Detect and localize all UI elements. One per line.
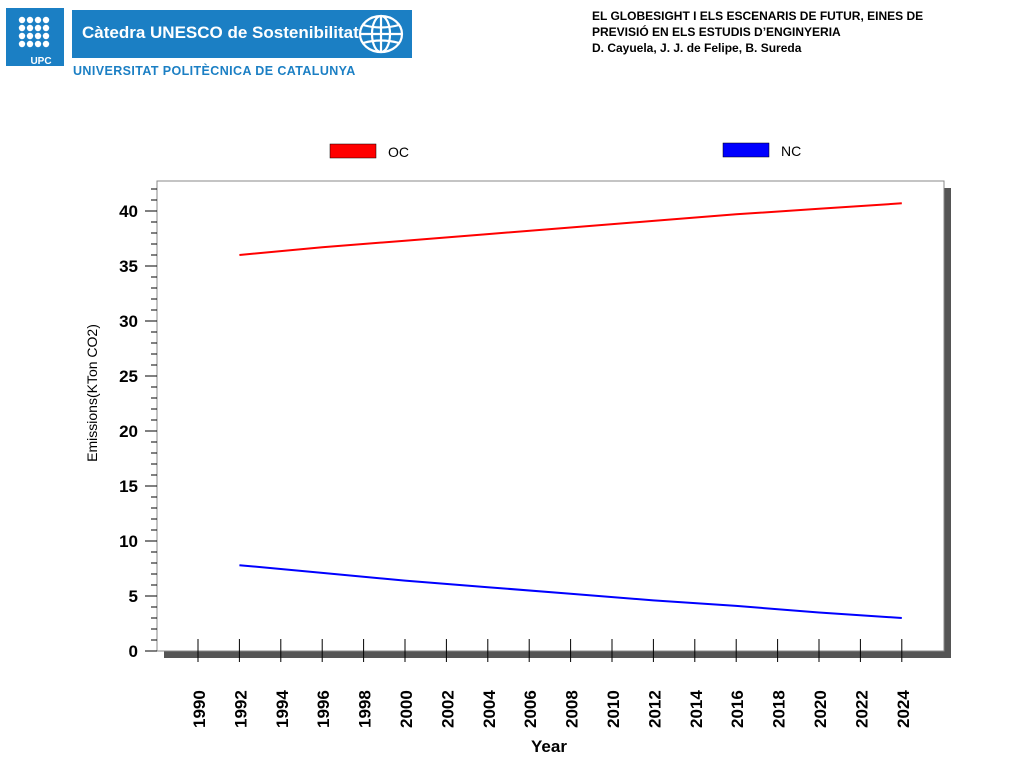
y-tick-label: 15 <box>119 477 138 496</box>
reference-line: D. Cayuela, J. J. de Felipe, B. Sureda <box>592 41 802 55</box>
x-tick-label: 2004 <box>480 690 499 728</box>
y-tick-label: 35 <box>119 257 138 276</box>
y-tick-label: 10 <box>119 532 138 551</box>
upc-logo: UPC <box>6 8 64 67</box>
x-tick-label: 2018 <box>770 690 789 728</box>
x-tick-label: 2002 <box>438 690 457 728</box>
series-line-nc <box>239 564 902 619</box>
x-tick-label: 2008 <box>563 690 582 728</box>
legend: OC NC <box>329 142 801 160</box>
y-tick-label: 20 <box>119 422 138 441</box>
reference-line: EL GLOBESIGHT I ELS ESCENARIS DE FUTUR, … <box>592 9 924 23</box>
x-tick-label: 1994 <box>273 690 292 728</box>
legend-label: OC <box>388 144 409 160</box>
x-tick-label: 2012 <box>645 690 664 728</box>
banner-title: Càtedra UNESCO de Sostenibilitat <box>82 23 359 42</box>
reference-line: PREVISIÓ EN ELS ESTUDIS D’ENGINYERIA <box>592 25 841 39</box>
x-axis: 1990 1992 1994 1996 1998 2000 2002 2004 2006 2008… <box>190 639 913 728</box>
upc-logo-icon <box>18 16 50 48</box>
x-tick-label: 2006 <box>521 690 540 728</box>
x-tick-label: 2000 <box>397 690 416 728</box>
globe-icon <box>358 14 404 54</box>
x-tick-label: 2020 <box>811 690 830 728</box>
y-tick-label: 25 <box>119 367 138 386</box>
x-tick-label: 2022 <box>852 690 871 728</box>
legend-swatch-oc <box>329 143 377 159</box>
y-tick-label: 0 <box>129 642 138 661</box>
y-axis: 0 5 10 15 20 25 30 35 40 <box>119 188 157 661</box>
series-group <box>239 202 902 619</box>
x-tick-label: 1990 <box>190 690 209 728</box>
x-tick-label: 1992 <box>231 690 250 728</box>
y-tick-label: 40 <box>119 202 138 221</box>
x-tick-label: 1998 <box>356 690 375 728</box>
header: UPC Càtedra UNESCO de Sostenibilitat UNI… <box>0 0 1024 90</box>
reference-block: EL GLOBESIGHT I ELS ESCENARIS DE FUTUR, … <box>592 8 1012 56</box>
chart-frame <box>156 180 951 658</box>
university-name: UNIVERSITAT POLITÈCNICA DE CATALUNYA <box>73 64 356 78</box>
x-tick-label: 2010 <box>604 690 623 728</box>
plot-area <box>156 180 945 652</box>
legend-label: NC <box>781 143 801 159</box>
x-tick-label: 2016 <box>728 690 747 728</box>
upc-label: UPC <box>30 56 52 67</box>
y-tick-label: 5 <box>129 587 138 606</box>
unesco-banner: Càtedra UNESCO de Sostenibilitat <box>72 10 412 58</box>
legend-swatch-nc <box>722 142 770 158</box>
x-tick-label: 1996 <box>314 690 333 728</box>
y-axis-label: Emissions(KTon CO2) <box>84 324 100 462</box>
x-axis-label: Year <box>531 737 567 756</box>
x-tick-label: 2024 <box>894 690 913 728</box>
series-line-oc <box>239 202 902 256</box>
y-tick-label: 30 <box>119 312 138 331</box>
x-tick-label: 2014 <box>687 690 706 728</box>
